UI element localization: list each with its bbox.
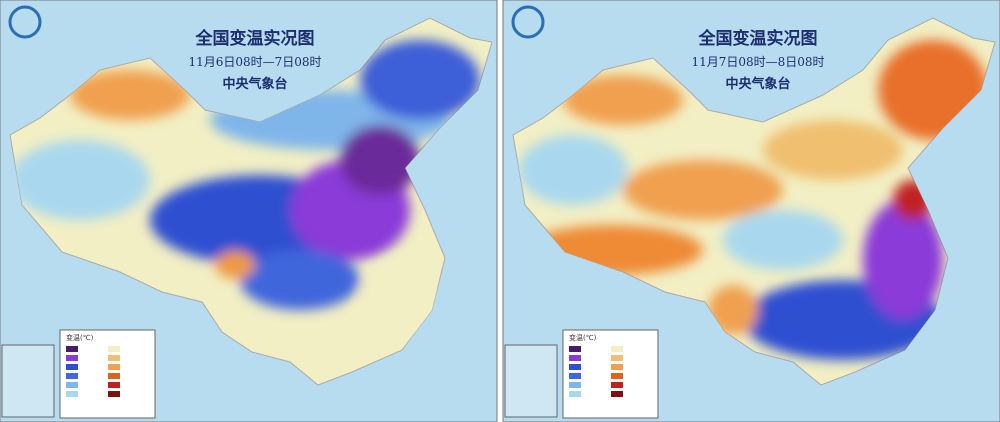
legend-title: 变温(℃) xyxy=(569,333,597,342)
panel-left: 全国变温实况图 11月6日08时—7日08时 中央气象台 变温(℃) xyxy=(0,0,498,422)
panel-right: 全国变温实况图 11月7日08时—8日08时 中央气象台 变温(℃) xyxy=(502,0,1000,422)
temperature-field xyxy=(518,40,988,360)
legend-swatches xyxy=(569,346,623,397)
temperature-field xyxy=(10,40,480,340)
logo xyxy=(511,5,545,39)
map-title: 全国变温实况图 xyxy=(698,28,818,49)
map-agency: 中央气象台 xyxy=(222,76,287,92)
logo xyxy=(8,5,42,39)
map-period: 11月6日08时—7日08时 xyxy=(188,55,321,69)
legend-title: 变温(℃) xyxy=(66,333,94,342)
map-agency: 中央气象台 xyxy=(725,76,790,92)
map-title: 全国变温实况图 xyxy=(195,28,315,49)
inset-map xyxy=(504,344,558,418)
legend-swatches xyxy=(66,346,120,397)
inset-map xyxy=(1,344,55,418)
map-period: 11月7日08时—8日08时 xyxy=(691,55,824,69)
